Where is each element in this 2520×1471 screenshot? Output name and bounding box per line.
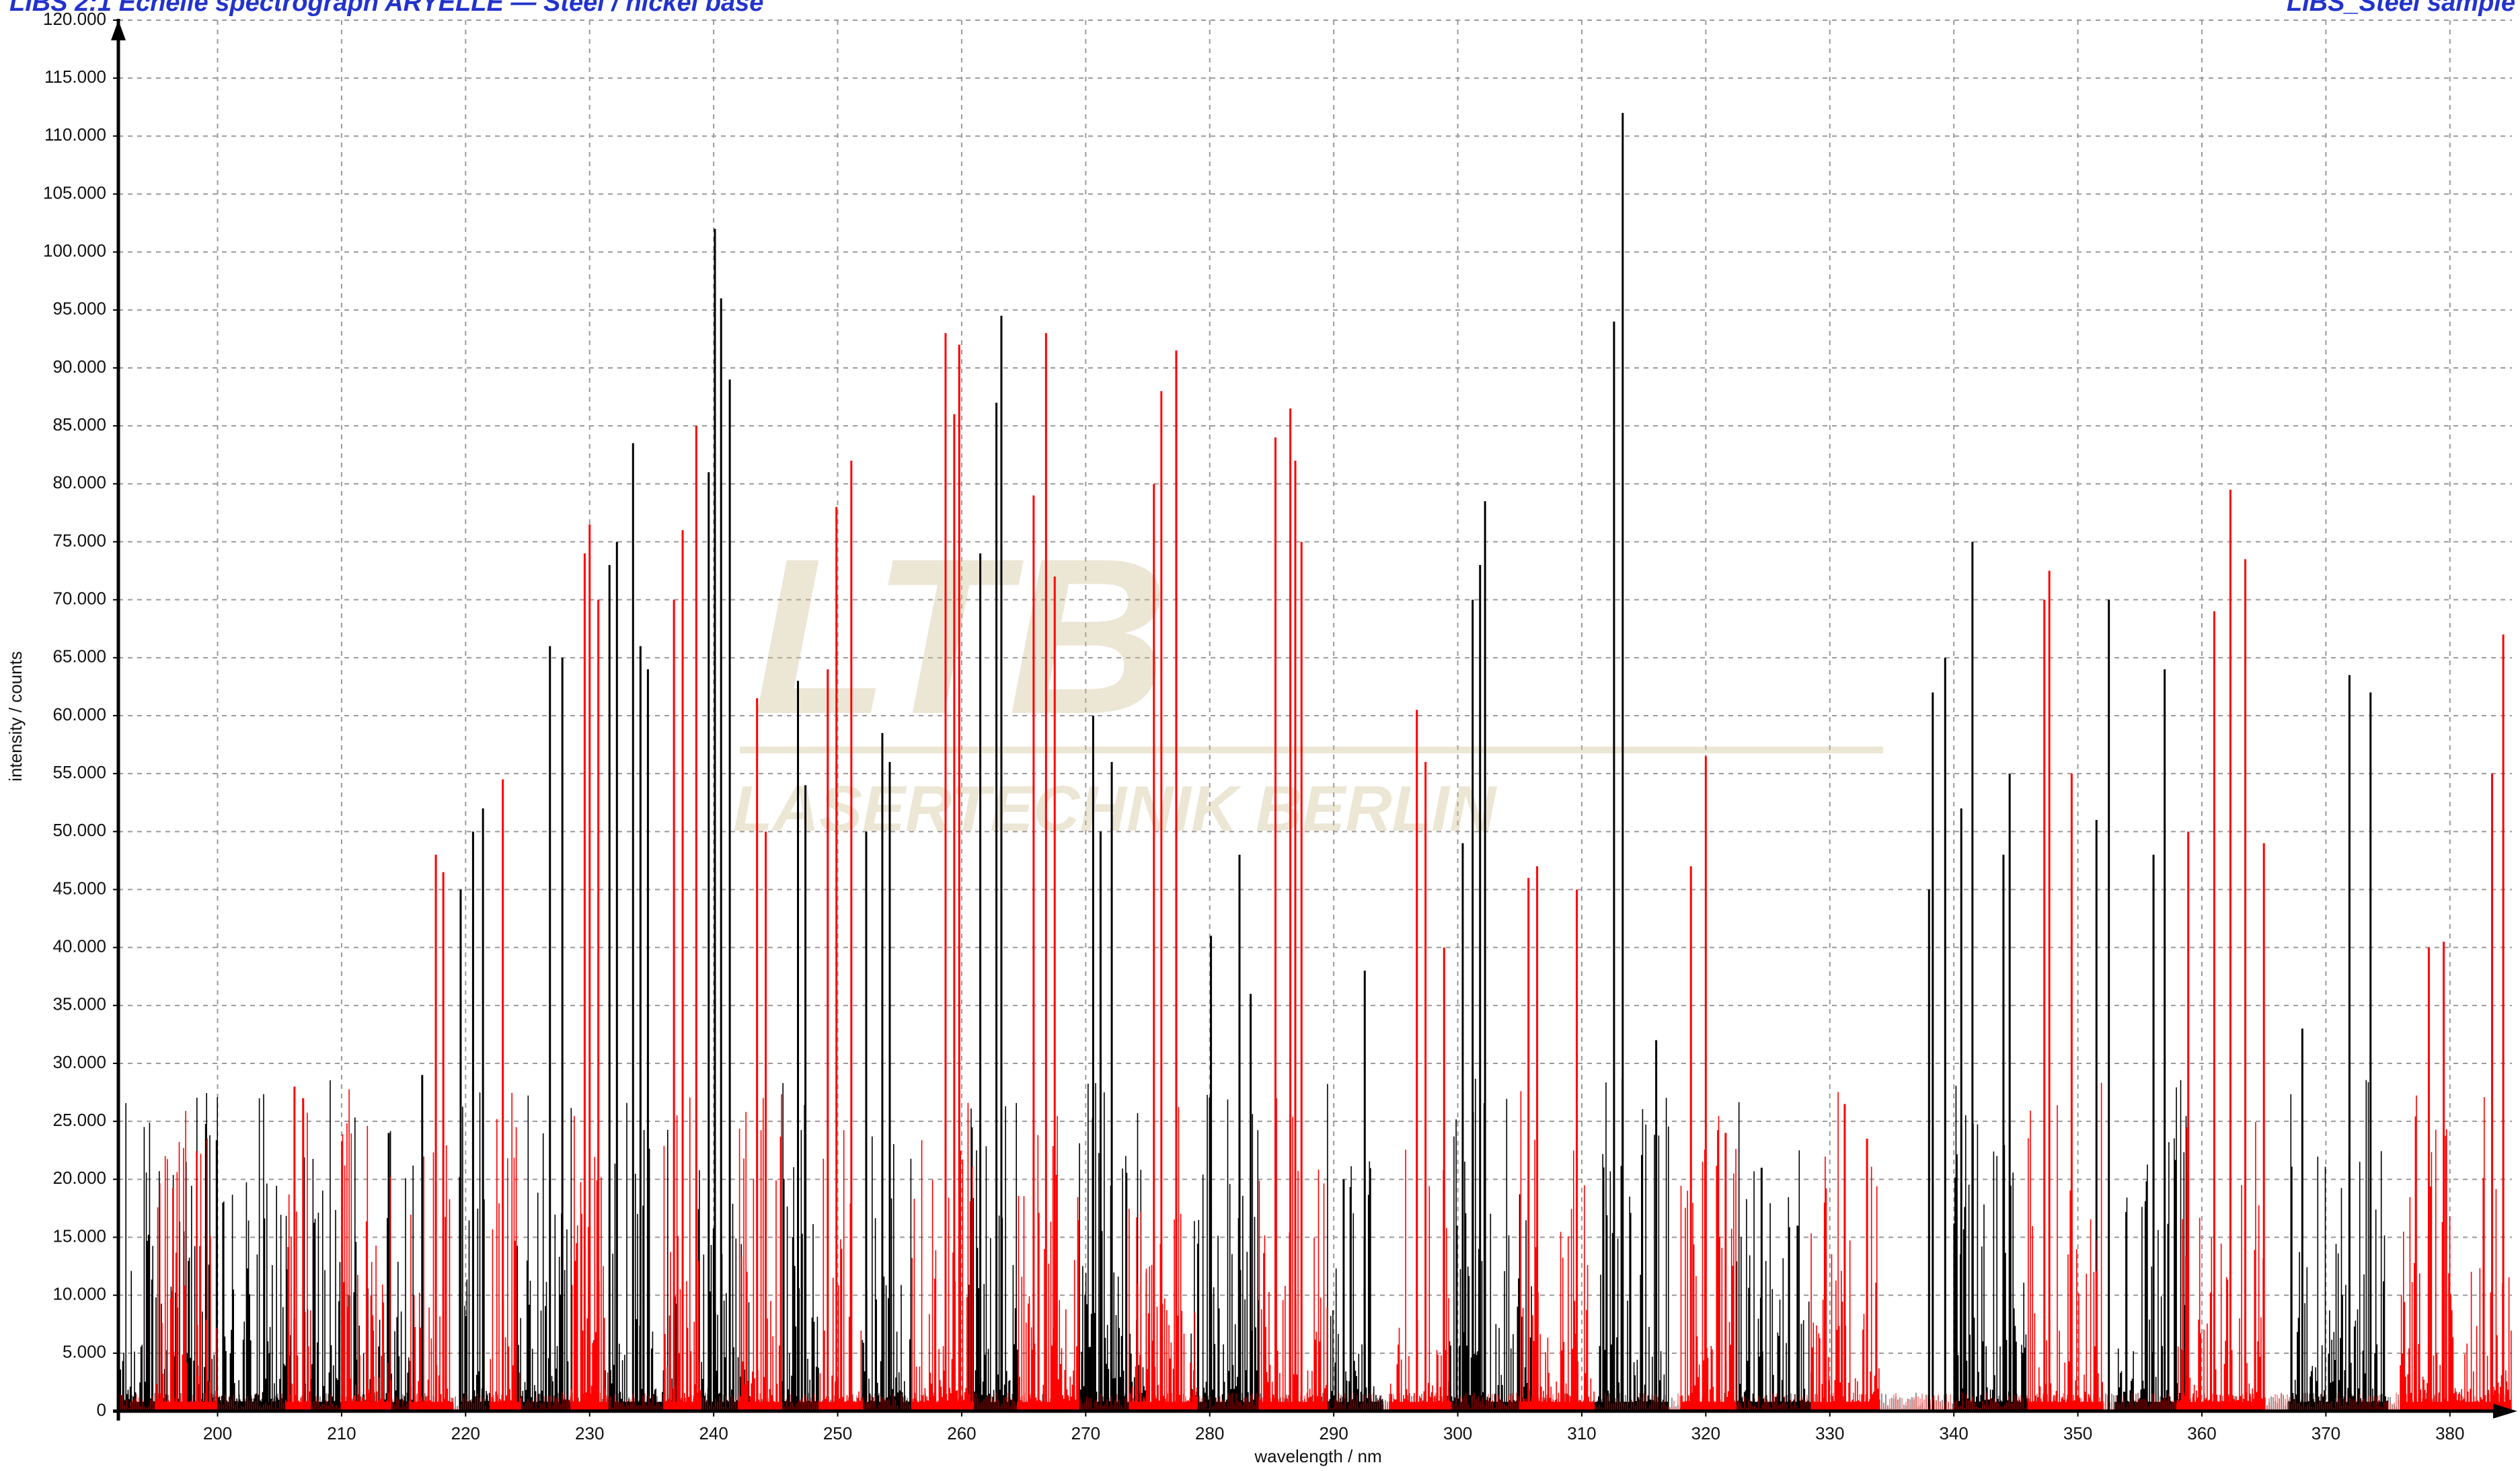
tick-labels: 0 5.000 10.000 15.000 20.000 25.000 30.000 35.0… (43, 9, 2464, 1443)
y-tick-label: 50.000 (52, 820, 106, 840)
y-tick-label: 35.000 (52, 994, 106, 1014)
header-left-text: LIBS 2:1 Echelle spectrograph ARYELLE — … (9, 0, 763, 17)
ltb-watermark-logo: LTB LASERTECHNIK BERLIN (733, 512, 1883, 845)
x-tick-label: 320 (1691, 1423, 1720, 1443)
baseline-noise (118, 1392, 2512, 1411)
x-tick-label: 330 (1815, 1423, 1844, 1443)
x-tick-label: 370 (2312, 1423, 2340, 1443)
x-tick-label: 220 (451, 1423, 480, 1443)
y-tick-label: 10.000 (52, 1284, 106, 1304)
x-axis-title: wavelength / nm (1254, 1446, 1381, 1466)
y-axis-title: intensity / counts (5, 651, 26, 782)
y-tick-label: 65.000 (52, 646, 106, 667)
y-tick-label: 15.000 (52, 1225, 106, 1246)
x-tick-label: 250 (823, 1423, 852, 1443)
spectrum-series-black (118, 112, 2512, 1411)
y-tick-label: 90.000 (52, 356, 106, 377)
x-tick-label: 270 (1071, 1423, 1100, 1443)
x-tick-label: 200 (203, 1423, 232, 1443)
axes (111, 19, 2517, 1421)
x-tick-label: 210 (327, 1423, 356, 1443)
watermark-logo-text: LTB (753, 512, 1168, 760)
y-tick-label: 100.000 (43, 241, 106, 261)
y-tick-label: 55.000 (52, 762, 106, 782)
spectrum-series (118, 112, 2512, 1411)
y-axis-arrow (111, 20, 126, 40)
y-tick-label: 120.000 (43, 9, 106, 29)
y-tick-label: 20.000 (52, 1168, 106, 1188)
y-tick-label: 30.000 (52, 1052, 106, 1072)
y-tick-label: 70.000 (52, 589, 106, 609)
y-tick-label: 110.000 (44, 124, 106, 145)
x-tick-label: 310 (1567, 1423, 1596, 1443)
y-tick-label: 60.000 (52, 704, 106, 724)
x-tick-label: 350 (2063, 1423, 2092, 1443)
y-tick-label: 115.000 (44, 67, 106, 87)
x-tick-label: 290 (1319, 1423, 1348, 1443)
y-tick-label: 80.000 (52, 472, 106, 492)
y-tick-label: 25.000 (52, 1110, 106, 1130)
x-tick-label: 240 (699, 1423, 728, 1443)
y-tick-label: 75.000 (52, 530, 106, 550)
y-tick-label: 95.000 (52, 299, 106, 319)
x-tick-label: 300 (1443, 1423, 1472, 1443)
y-tick-label: 40.000 (52, 936, 106, 956)
spectrum-series-red (118, 333, 2512, 1411)
y-tick-label: 5.000 (63, 1342, 106, 1362)
x-tick-label: 260 (947, 1423, 976, 1443)
x-tick-label: 360 (2187, 1423, 2216, 1443)
header-right-text: LIBS_Steel sample (2287, 0, 2515, 17)
y-tick-label: 45.000 (52, 878, 106, 898)
x-tick-label: 280 (1195, 1423, 1224, 1443)
y-tick-label: 105.000 (43, 182, 106, 202)
x-axis-arrow (2493, 1404, 2517, 1419)
x-tick-label: 230 (575, 1423, 604, 1443)
watermark-sub-text: LASERTECHNIK BERLIN (733, 773, 1497, 845)
y-tick-label: 85.000 (52, 414, 106, 435)
y-tick-label: 0 (97, 1400, 106, 1420)
x-tick-label: 380 (2435, 1423, 2464, 1443)
x-tick-label: 340 (1939, 1423, 1968, 1443)
